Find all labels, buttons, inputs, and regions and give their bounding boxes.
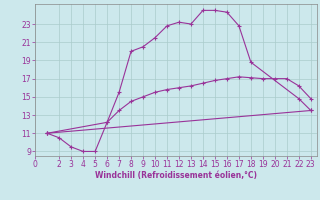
X-axis label: Windchill (Refroidissement éolien,°C): Windchill (Refroidissement éolien,°C): [95, 171, 257, 180]
